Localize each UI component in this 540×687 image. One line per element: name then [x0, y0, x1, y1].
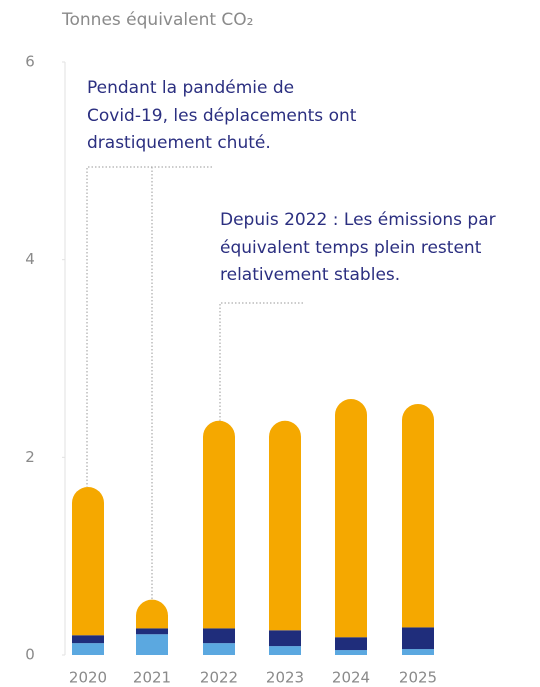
bar-segment [72, 635, 104, 644]
bar-segment [402, 649, 434, 655]
bar-segment [269, 420, 301, 631]
leader-line [219, 302, 303, 421]
y-tick-label: 4 [25, 250, 35, 268]
leader-line [86, 166, 212, 600]
x-tick-label: 2023 [266, 669, 304, 687]
bar-segment [72, 643, 104, 655]
annotation-text: Depuis 2022 : Les émissions par [220, 210, 496, 230]
bar-segment [269, 630, 301, 647]
bar-segment [136, 634, 168, 655]
y-axis-title: Tonnes équivalent CO₂ [61, 10, 253, 30]
bar-segment [402, 403, 434, 628]
y-tick-label: 0 [25, 646, 35, 664]
bar-segment [136, 628, 168, 635]
bar-segment [335, 399, 367, 638]
annotation-text: équivalent temps plein restent [220, 238, 482, 258]
bar-segment [335, 637, 367, 651]
x-tick-label: 2025 [399, 669, 437, 687]
bar-segment [203, 420, 235, 629]
x-tick-label: 2022 [200, 669, 238, 687]
annotation-text: drastiquement chuté. [87, 133, 271, 153]
bar-segment [402, 627, 434, 650]
bar-segment [269, 646, 301, 655]
bar-segment [203, 628, 235, 644]
x-tick-label: 2021 [133, 669, 171, 687]
y-tick-label: 2 [25, 448, 35, 466]
bar-segment [335, 650, 367, 655]
annotation-text: Covid-19, les déplacements ont [87, 106, 357, 126]
x-tick-label: 2020 [69, 669, 107, 687]
y-tick-label: 6 [25, 53, 35, 71]
annotation-text: relativement stables. [220, 265, 400, 285]
bar-segment [203, 643, 235, 655]
bar-segment [136, 599, 168, 629]
bar-segment [72, 486, 104, 636]
x-tick-label: 2024 [332, 669, 370, 687]
annotation-text: Pendant la pandémie de [87, 78, 294, 98]
